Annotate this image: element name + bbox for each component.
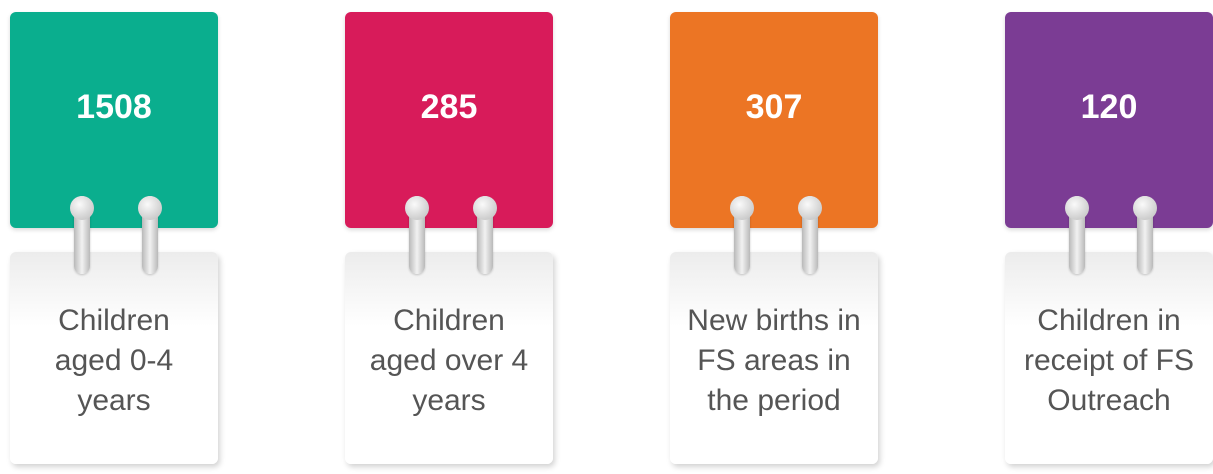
- stat-label: aged over 4: [369, 344, 529, 377]
- card-body: Children aged over 4 years: [345, 252, 553, 464]
- stat-value: 1508: [76, 88, 152, 126]
- card-header: [10, 12, 218, 228]
- stat-value: 307: [745, 88, 803, 126]
- ring: [1065, 196, 1089, 274]
- card-body: Children aged 0-4 years: [10, 252, 218, 464]
- stat-card: 120 Children in receipt of FS Outreach: [1005, 0, 1213, 474]
- stat-label: years: [412, 384, 486, 417]
- card-header: [670, 12, 878, 228]
- card-body: New births in FS areas in the period: [670, 252, 878, 464]
- stat-label: receipt of FS: [1023, 344, 1195, 377]
- stat-label: Children: [393, 304, 505, 337]
- stat-card: 1508 Children aged 0-4 years: [10, 0, 218, 474]
- ring: [405, 196, 429, 274]
- card-header: [345, 12, 553, 228]
- ring: [138, 196, 162, 274]
- stat-label: aged 0-4: [54, 344, 174, 377]
- stat-label: Children in: [1037, 304, 1181, 337]
- stat-card: 285 Children aged over 4 years: [345, 0, 553, 474]
- stat-card: 307 New births in FS areas in the period: [670, 0, 878, 474]
- ring: [473, 196, 497, 274]
- stat-value: 285: [420, 88, 478, 126]
- stat-label: Outreach: [1047, 384, 1171, 417]
- card-body: Children in receipt of FS Outreach: [1005, 252, 1213, 464]
- stat-label: FS areas in: [697, 344, 851, 377]
- stat-label: years: [77, 384, 151, 417]
- stat-label: Children: [58, 304, 170, 337]
- ring: [798, 196, 822, 274]
- card-header: [1005, 12, 1213, 228]
- stat-label: the period: [707, 384, 841, 417]
- ring: [70, 196, 94, 274]
- ring: [730, 196, 754, 274]
- stat-value: 120: [1080, 88, 1138, 126]
- ring: [1133, 196, 1157, 274]
- stat-label: New births in: [687, 304, 861, 337]
